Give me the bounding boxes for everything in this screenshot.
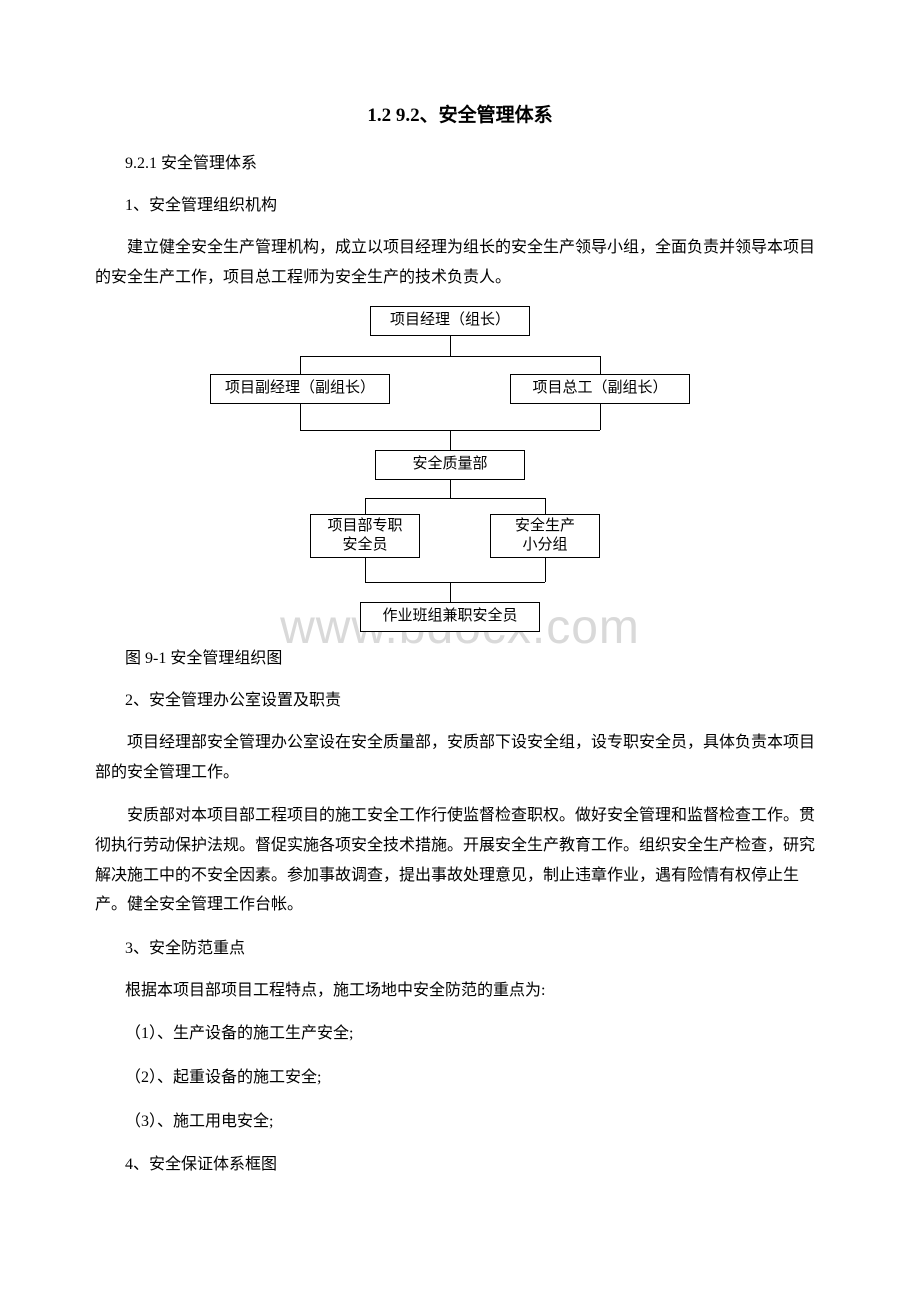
section-heading-921: 9.2.1 安全管理体系 xyxy=(125,149,825,173)
connector-line xyxy=(450,582,451,602)
node-safety-subgroup: 安全生产 小分组 xyxy=(490,514,600,558)
connector-line xyxy=(600,356,601,374)
paragraph-4: 根据本项目部项目工程特点，施工场地中安全防范的重点为: xyxy=(125,976,825,1006)
sub-item-3: （3）、施工用电安全; xyxy=(125,1107,825,1137)
node-team-safety-officer: 作业班组兼职安全员 xyxy=(360,602,540,632)
paragraph-2: 项目经理部安全管理办公室设在安全质量部，安质部下设安全组，设专职安全员，具体负责… xyxy=(95,728,825,787)
connector-line xyxy=(600,404,601,430)
node-safety-quality-dept: 安全质量部 xyxy=(375,450,525,480)
connector-line xyxy=(450,336,451,356)
page-title: 1.2 9.2、安全管理体系 xyxy=(95,100,825,127)
node-chief-engineer: 项目总工（副组长） xyxy=(510,374,690,404)
connector-line xyxy=(365,498,366,514)
item-2-heading: 2、安全管理办公室设置及职责 xyxy=(125,686,825,710)
connector-line xyxy=(450,430,451,450)
figure-caption: 图 9-1 安全管理组织图 xyxy=(125,644,825,668)
item-4-heading: 4、安全保证体系框图 xyxy=(125,1150,825,1174)
connector-line xyxy=(450,480,451,498)
connector-line xyxy=(300,356,600,357)
connector-line xyxy=(365,558,366,582)
paragraph-1: 建立健全安全生产管理机构，成立以项目经理为组长的安全生产领导小组，全面负责并领导… xyxy=(95,233,825,292)
node-deputy-manager: 项目副经理（副组长） xyxy=(210,374,390,404)
paragraph-3: 安质部对本项目部工程项目的施工安全工作行使监督检查职权。做好安全管理和监督检查工… xyxy=(95,801,825,919)
org-chart: 项目经理（组长） 项目副经理（副组长） 项目总工（副组长） 安全质量部 项目部专… xyxy=(210,306,710,636)
node-project-manager: 项目经理（组长） xyxy=(370,306,530,336)
connector-line xyxy=(365,582,545,583)
sub-item-1: （1）、生产设备的施工生产安全; xyxy=(125,1019,825,1049)
connector-line xyxy=(545,498,546,514)
item-3-heading: 3、安全防范重点 xyxy=(125,934,825,958)
item-1-heading: 1、安全管理组织机构 xyxy=(125,191,825,215)
document-content: 1.2 9.2、安全管理体系 9.2.1 安全管理体系 1、安全管理组织机构 建… xyxy=(95,100,825,1174)
connector-line xyxy=(300,356,301,374)
sub-item-2: （2）、起重设备的施工安全; xyxy=(125,1063,825,1093)
connector-line xyxy=(545,558,546,582)
connector-line xyxy=(365,498,545,499)
connector-line xyxy=(300,404,301,430)
node-safety-officer: 项目部专职 安全员 xyxy=(310,514,420,558)
